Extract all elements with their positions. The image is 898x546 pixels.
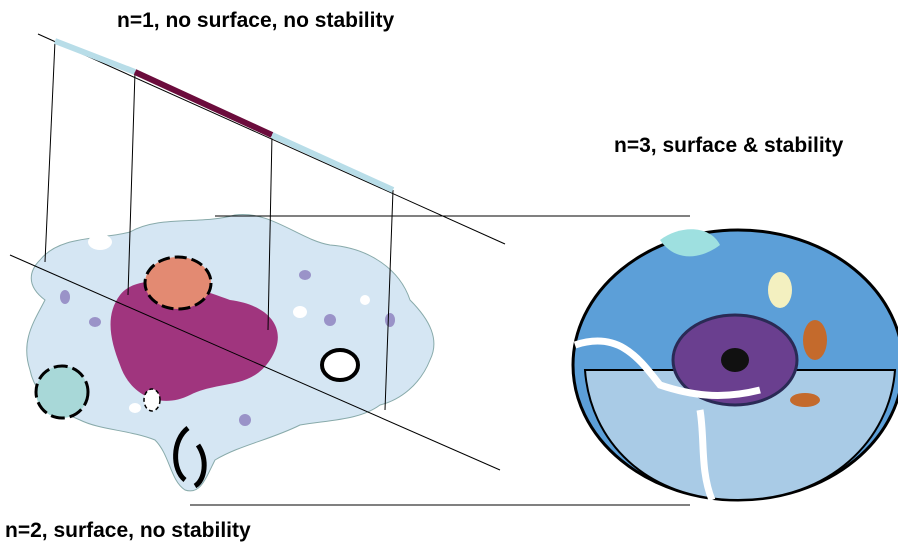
diagram: n=1, no surface, no stability n=3, surfa… [0, 0, 898, 546]
nucleolus [721, 348, 749, 372]
mitochondrion [790, 393, 820, 407]
vesicle [768, 272, 792, 308]
mitochondrion [803, 320, 827, 360]
page: n=1, no surface, no stability n=3, surfa… [0, 0, 898, 546]
label-n3: n=3, surface & stability [614, 134, 844, 157]
label-n2: n=2, surface, no stability [5, 519, 251, 542]
small-vesicle [144, 389, 160, 411]
vacuole [322, 350, 358, 380]
external-vesicle [36, 366, 88, 418]
right-cell [573, 229, 898, 500]
left-cell [27, 214, 434, 491]
one-d-segment [55, 41, 393, 190]
label-n1: n=1, no surface, no stability [117, 9, 394, 32]
vesicle [145, 257, 211, 309]
